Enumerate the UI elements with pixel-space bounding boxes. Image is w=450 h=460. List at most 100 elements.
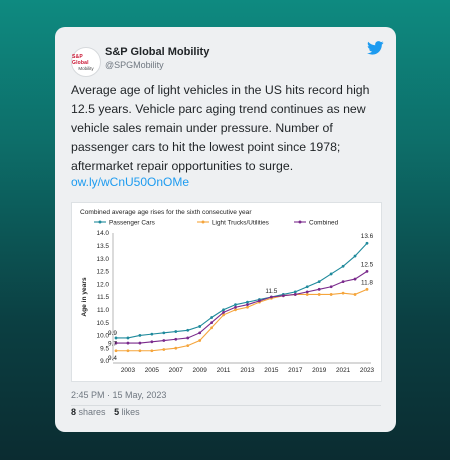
data-point xyxy=(162,339,166,342)
data-point xyxy=(162,348,166,351)
y-tick-label: 14.0 xyxy=(97,230,110,237)
data-point xyxy=(210,326,214,330)
data-point xyxy=(138,349,142,353)
tweet-link[interactable]: ow.ly/wCnU50OnOMe xyxy=(71,175,190,189)
data-point xyxy=(305,293,309,296)
x-tick-label: 2023 xyxy=(360,367,375,374)
y-tick-label: 13.0 xyxy=(97,256,110,263)
legend-label: Light Trucks/Utilities xyxy=(212,219,269,226)
data-point xyxy=(234,305,237,309)
data-label: 11.5 xyxy=(265,288,277,295)
legend-marker xyxy=(98,220,102,224)
tweet-timestamp[interactable]: 2:45 PM · 15 May, 2023 xyxy=(71,390,167,400)
data-point xyxy=(186,336,190,340)
divider xyxy=(71,405,381,406)
legend-label: Combined xyxy=(309,219,339,226)
y-axis: 9.0 9.5 10.0 10.5 11.0 11.5 12.0 12.5 13.0 13.5 14… xyxy=(97,230,114,365)
data-label: 9.9 xyxy=(108,330,117,337)
data-point xyxy=(269,295,273,299)
avatar[interactable]: S&P Global Mobility xyxy=(71,47,101,77)
y-tick-label: 12.0 xyxy=(97,281,110,288)
likes-count[interactable]: 5 xyxy=(114,407,120,417)
data-point xyxy=(234,303,237,307)
x-tick-label: 2011 xyxy=(217,367,231,374)
data-point xyxy=(353,293,357,296)
chart-legend: Passenger Cars Light Trucks/Utilities Comb… xyxy=(94,219,339,226)
data-point xyxy=(329,285,333,289)
data-point xyxy=(317,287,321,291)
legend-label: Passenger Cars xyxy=(109,219,155,226)
data-point xyxy=(114,336,118,340)
data-point xyxy=(281,294,285,298)
legend-marker xyxy=(298,220,302,224)
data-point xyxy=(353,254,357,258)
series-passenger-cars xyxy=(114,241,369,340)
data-point xyxy=(198,339,202,342)
data-label: 11.8 xyxy=(361,279,373,286)
data-point xyxy=(150,340,154,344)
data-point xyxy=(246,303,249,307)
data-point xyxy=(222,310,225,314)
data-point xyxy=(210,321,214,324)
data-point xyxy=(210,316,214,319)
twitter-bird-icon[interactable] xyxy=(367,41,384,55)
x-axis: 2003 2005 2007 2009 2011 2013 2015 2017 2019 2021… xyxy=(113,362,375,374)
data-point xyxy=(138,341,142,345)
x-tick-label: 2009 xyxy=(193,367,208,374)
chart-title: Combined average age rises for the sixth… xyxy=(80,209,252,216)
y-tick-label: 11.0 xyxy=(97,307,109,314)
data-point xyxy=(317,280,321,284)
x-tick-label: 2005 xyxy=(145,367,160,374)
data-label: 9.7 xyxy=(108,341,117,348)
data-point xyxy=(126,341,130,345)
avatar-logo-text: S&P Global xyxy=(72,53,89,66)
data-point xyxy=(174,346,178,350)
line-chart: Combined average age rises for the sixth… xyxy=(80,209,375,374)
x-tick-label: 2013 xyxy=(240,367,255,374)
tweet-text: Average age of light vehicles in the US … xyxy=(71,83,370,173)
data-point xyxy=(341,264,345,268)
author-handle[interactable]: @SPGMobility xyxy=(105,60,164,70)
shares-label[interactable]: shares xyxy=(78,407,106,417)
data-point xyxy=(150,332,154,336)
x-tick-label: 2019 xyxy=(312,367,327,374)
x-tick-label: 2021 xyxy=(336,367,351,374)
data-point xyxy=(317,293,321,296)
author-name[interactable]: S&P Global Mobility xyxy=(105,46,210,58)
x-tick-label: 2015 xyxy=(264,367,279,374)
x-tick-label: 2003 xyxy=(121,367,136,374)
data-point xyxy=(329,293,333,296)
y-tick-label: 9.0 xyxy=(100,358,109,365)
chart-series xyxy=(114,241,369,353)
avatar-logo-subtext: Mobility xyxy=(78,65,94,71)
data-point xyxy=(126,349,130,353)
y-tick-label: 9.5 xyxy=(100,345,109,352)
data-point xyxy=(293,293,297,296)
data-point xyxy=(186,344,190,348)
data-point xyxy=(341,291,345,295)
series-line xyxy=(116,270,368,344)
shares-count[interactable]: 8 xyxy=(71,407,77,417)
data-point xyxy=(222,308,225,312)
likes-label[interactable]: likes xyxy=(121,407,140,417)
legend-marker xyxy=(201,220,205,224)
y-axis-label: Age in years xyxy=(81,277,88,317)
y-tick-label: 10.0 xyxy=(97,333,110,340)
data-point xyxy=(186,328,190,332)
data-point xyxy=(258,299,261,303)
data-point xyxy=(150,349,154,353)
series-line xyxy=(116,288,368,352)
data-point xyxy=(234,308,237,312)
data-point xyxy=(365,287,369,291)
y-tick-label: 10.5 xyxy=(97,320,110,327)
data-label: 13.6 xyxy=(361,233,374,240)
y-tick-label: 12.5 xyxy=(97,269,110,276)
data-label: 12.5 xyxy=(361,261,374,268)
chart-image[interactable]: Combined average age rises for the sixth… xyxy=(71,202,382,382)
data-point xyxy=(198,325,202,328)
data-point xyxy=(222,313,225,317)
tweet-card: S&P Global Mobility S&P Global Mobility … xyxy=(55,27,396,432)
series-combined xyxy=(114,270,369,345)
data-point xyxy=(293,290,297,294)
data-point xyxy=(353,277,357,281)
